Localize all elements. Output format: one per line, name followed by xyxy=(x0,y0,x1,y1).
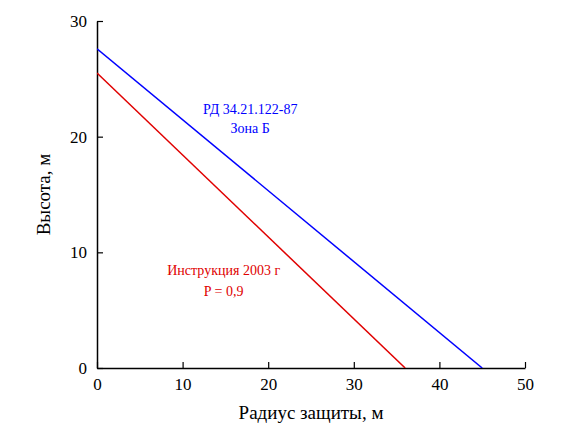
tick-label: 0 xyxy=(93,375,102,394)
x-axis-title: Радиус защиты, м xyxy=(239,402,384,423)
tick-label: 50 xyxy=(517,375,534,394)
tick: 20 xyxy=(260,362,277,394)
x-axis: 0 10 20 30 40 50 xyxy=(93,362,534,394)
y-axis-title: Высота, м xyxy=(33,154,54,236)
tick-mark xyxy=(97,137,103,138)
tick-mark xyxy=(268,362,269,368)
tick-label: 20 xyxy=(70,128,87,147)
tick-label: 40 xyxy=(431,375,448,394)
tick-label: 30 xyxy=(346,375,363,394)
tick: 20 xyxy=(70,128,103,147)
chart: 0 10 20 30 40 50 0 10 20 30 РД 34.21.122-87 Зона Б И… xyxy=(0,0,573,431)
tick-mark xyxy=(97,21,103,22)
tick: 10 xyxy=(70,243,103,262)
tick-label: 20 xyxy=(260,375,277,394)
tick: 30 xyxy=(70,12,103,31)
tick-mark xyxy=(97,368,103,369)
y-axis: 0 10 20 30 xyxy=(70,12,103,378)
tick-label: 30 xyxy=(70,12,87,31)
tick: 0 xyxy=(79,359,104,378)
tick-mark xyxy=(97,252,103,253)
annotation: РД 34.21.122-87 xyxy=(203,102,297,117)
axis-line xyxy=(98,368,526,370)
plot-area: 0 10 20 30 40 50 0 10 20 30 РД 34.21.122-87 Зона Б И… xyxy=(70,12,534,394)
annotation: Зона Б xyxy=(231,121,270,136)
tick: 10 xyxy=(175,362,192,394)
tick-label: 10 xyxy=(70,243,87,262)
tick-mark xyxy=(183,362,184,368)
annotation: P = 0,9 xyxy=(204,284,244,299)
series-line xyxy=(97,49,482,368)
tick: 40 xyxy=(431,362,448,394)
annotation: Инструкция 2003 г xyxy=(167,263,280,278)
tick: 50 xyxy=(517,362,534,394)
tick-mark xyxy=(439,362,440,368)
tick-mark xyxy=(354,362,355,368)
series-group xyxy=(97,49,482,368)
tick-mark xyxy=(525,362,526,368)
series-line xyxy=(97,73,405,368)
tick-label: 10 xyxy=(175,375,192,394)
tick: 30 xyxy=(346,362,363,394)
tick-label: 0 xyxy=(79,359,88,378)
